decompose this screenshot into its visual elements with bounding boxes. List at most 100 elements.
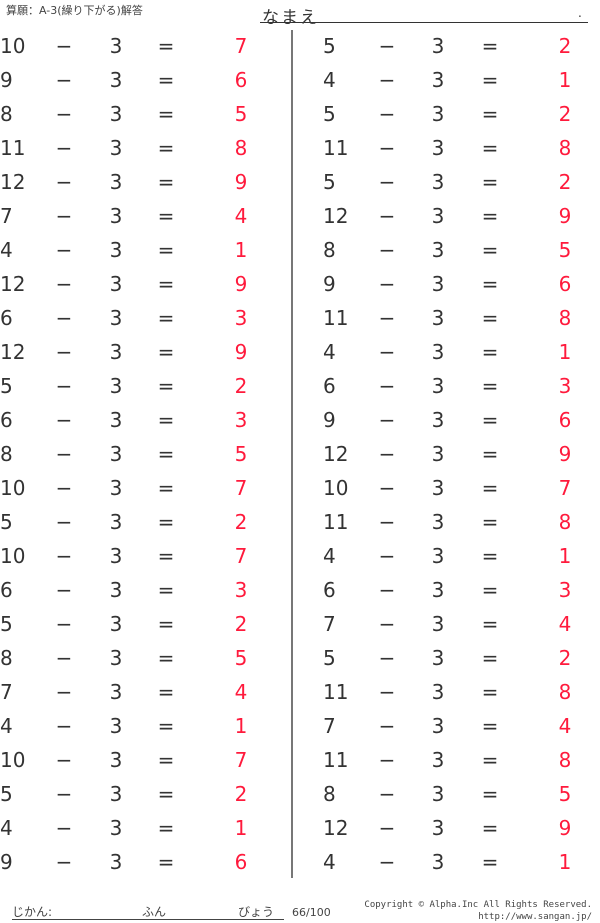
answer: 1 bbox=[234, 816, 248, 840]
equals-sign: = bbox=[157, 170, 175, 194]
operand-a: 4 bbox=[0, 816, 13, 840]
operand-b: 3 bbox=[109, 510, 123, 534]
operand-a: 11 bbox=[0, 136, 26, 160]
operand-a: 8 bbox=[0, 442, 13, 466]
answer: 2 bbox=[234, 374, 248, 398]
minus-sign: − bbox=[55, 34, 73, 58]
equals-sign: = bbox=[481, 408, 499, 432]
name-dot: . bbox=[578, 6, 582, 20]
answer: 1 bbox=[558, 340, 572, 364]
answer: 8 bbox=[558, 306, 572, 330]
equals-sign: = bbox=[157, 544, 175, 568]
answer: 1 bbox=[558, 544, 572, 568]
answer: 4 bbox=[234, 204, 248, 228]
problem-row: 9 − 3 = 6 bbox=[323, 406, 593, 434]
operand-a: 12 bbox=[323, 442, 349, 466]
operand-a: 6 bbox=[0, 408, 13, 432]
problem-row: 11 − 3 = 8 bbox=[323, 678, 593, 706]
problem-row: 4 − 3 = 1 bbox=[323, 542, 593, 570]
problem-row: 8 − 3 = 5 bbox=[323, 780, 593, 808]
minus-sign: − bbox=[378, 680, 396, 704]
operand-a: 10 bbox=[0, 544, 26, 568]
minus-sign: − bbox=[55, 204, 73, 228]
answer: 7 bbox=[234, 476, 248, 500]
answer: 6 bbox=[558, 272, 572, 296]
minus-sign: − bbox=[55, 680, 73, 704]
copyright-block: Copyright © Alpha.Inc All Rights Reserve… bbox=[364, 899, 592, 923]
problem-row: 4 − 3 = 1 bbox=[0, 712, 270, 740]
minus-sign: − bbox=[55, 816, 73, 840]
operand-b: 3 bbox=[431, 136, 445, 160]
equals-sign: = bbox=[157, 782, 175, 806]
operand-b: 3 bbox=[431, 374, 445, 398]
operand-a: 4 bbox=[323, 68, 336, 92]
name-field-line bbox=[260, 22, 588, 23]
operand-a: 6 bbox=[0, 306, 13, 330]
problem-row: 4 − 3 = 1 bbox=[323, 848, 593, 876]
minus-sign: − bbox=[378, 714, 396, 738]
equals-sign: = bbox=[157, 680, 175, 704]
operand-b: 3 bbox=[109, 544, 123, 568]
operand-a: 12 bbox=[0, 340, 26, 364]
minus-sign: − bbox=[378, 748, 396, 772]
operand-b: 3 bbox=[431, 850, 445, 874]
answer: 5 bbox=[234, 646, 248, 670]
answer: 3 bbox=[234, 306, 248, 330]
operand-a: 5 bbox=[0, 510, 13, 534]
operand-a: 5 bbox=[0, 612, 13, 636]
operand-a: 9 bbox=[323, 408, 336, 432]
operand-a: 5 bbox=[323, 170, 336, 194]
minus-sign: − bbox=[55, 748, 73, 772]
operand-b: 3 bbox=[431, 816, 445, 840]
problem-row: 7 − 3 = 4 bbox=[323, 712, 593, 740]
operand-a: 12 bbox=[323, 204, 349, 228]
problem-row: 4 − 3 = 1 bbox=[323, 66, 593, 94]
equals-sign: = bbox=[481, 102, 499, 126]
problem-row: 10 − 3 = 7 bbox=[0, 474, 270, 502]
equals-sign: = bbox=[481, 340, 499, 364]
minus-sign: − bbox=[55, 374, 73, 398]
answer: 1 bbox=[558, 850, 572, 874]
operand-b: 3 bbox=[431, 612, 445, 636]
answer: 6 bbox=[558, 408, 572, 432]
minus-sign: − bbox=[55, 272, 73, 296]
equals-sign: = bbox=[481, 476, 499, 500]
minus-sign: − bbox=[378, 646, 396, 670]
problem-row: 5 − 3 = 2 bbox=[0, 780, 270, 808]
operand-b: 3 bbox=[431, 204, 445, 228]
answer: 8 bbox=[234, 136, 248, 160]
equals-sign: = bbox=[481, 442, 499, 466]
minus-sign: − bbox=[378, 510, 396, 534]
equals-sign: = bbox=[481, 238, 499, 262]
minus-sign: − bbox=[55, 476, 73, 500]
operand-a: 11 bbox=[323, 306, 349, 330]
answer: 2 bbox=[558, 102, 572, 126]
equals-sign: = bbox=[157, 714, 175, 738]
minus-sign: − bbox=[378, 408, 396, 432]
equals-sign: = bbox=[157, 646, 175, 670]
operand-a: 6 bbox=[323, 374, 336, 398]
minus-sign: − bbox=[378, 306, 396, 330]
operand-b: 3 bbox=[109, 204, 123, 228]
problem-row: 11 − 3 = 8 bbox=[323, 508, 593, 536]
operand-b: 3 bbox=[109, 340, 123, 364]
operand-a: 5 bbox=[0, 374, 13, 398]
equals-sign: = bbox=[157, 68, 175, 92]
minus-sign: − bbox=[55, 578, 73, 602]
answer: 9 bbox=[558, 204, 572, 228]
equals-sign: = bbox=[481, 612, 499, 636]
minus-sign: − bbox=[55, 442, 73, 466]
problem-row: 5 − 3 = 2 bbox=[0, 372, 270, 400]
minus-sign: − bbox=[55, 102, 73, 126]
operand-b: 3 bbox=[109, 408, 123, 432]
minus-sign: − bbox=[55, 68, 73, 92]
minus-sign: − bbox=[378, 68, 396, 92]
minus-sign: − bbox=[378, 442, 396, 466]
operand-b: 3 bbox=[109, 680, 123, 704]
equals-sign: = bbox=[481, 34, 499, 58]
answer: 4 bbox=[234, 680, 248, 704]
equals-sign: = bbox=[157, 850, 175, 874]
problem-row: 6 − 3 = 3 bbox=[323, 372, 593, 400]
minus-sign: − bbox=[378, 612, 396, 636]
equals-sign: = bbox=[157, 204, 175, 228]
